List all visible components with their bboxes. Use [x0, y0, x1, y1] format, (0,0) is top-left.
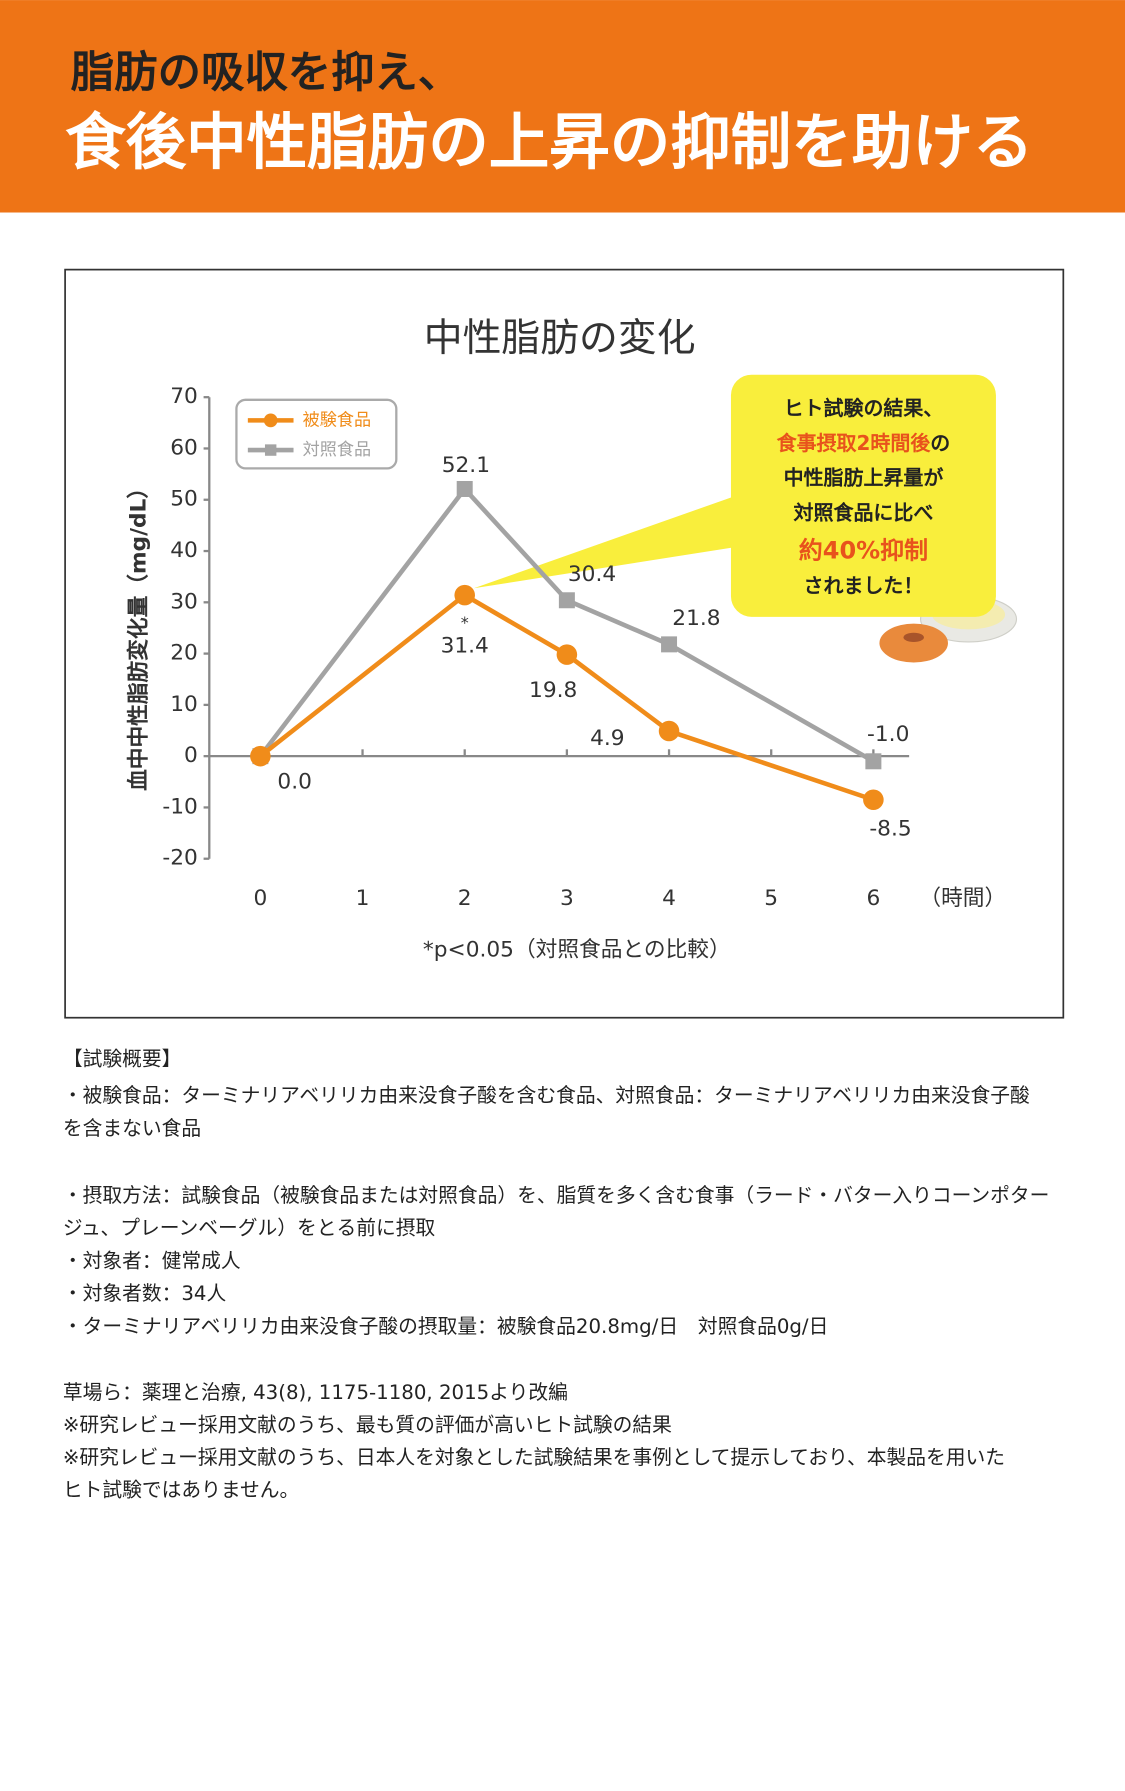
data-label: 31.4 — [441, 634, 489, 659]
callout-text: されました！ — [804, 573, 924, 597]
reference-line: ※研究レビュー採用文献のうち、最も質の評価が高いヒト試験の結果 — [63, 1414, 672, 1437]
point-marker — [865, 753, 882, 770]
y-tick-label: 20 — [170, 641, 198, 666]
point-marker — [658, 720, 680, 742]
callout-line: 対照食品に比べ — [793, 500, 934, 524]
point-marker — [556, 644, 578, 665]
callout-line: 食事摂取2時間後の — [777, 430, 951, 454]
reference-line: 草場ら：薬理と治療, 43(8), 1175-1180, 2015より改編 — [63, 1381, 568, 1404]
food-illustration — [879, 595, 1018, 663]
y-axis-label: 血中中性脂肪変化量（mg/dL） — [125, 477, 151, 791]
callout-line: ヒト試験の結果、 — [784, 395, 944, 419]
legend-marker — [263, 413, 278, 428]
summary-line: ・被験食品：ターミナリアベリリカ由来没食子酸を含む食品、対照食品：ターミナリアベ… — [63, 1084, 1030, 1107]
legend-marker — [264, 444, 277, 456]
data-label: 0.0 — [277, 769, 312, 794]
summary-line: ・ターミナリアベリリカ由来没食子酸の摂取量：被験食品20.8mg/日 対照食品0… — [63, 1315, 829, 1338]
summary-heading: 【試験概要】 — [63, 1047, 182, 1070]
y-tick-label: -20 — [162, 846, 197, 871]
reference-line: ヒト試験ではありません。 — [63, 1479, 299, 1502]
y-tick-label: 50 — [170, 487, 198, 512]
data-label: 19.8 — [529, 678, 577, 703]
summary-line: ・対象者：健常成人 — [63, 1249, 241, 1272]
data-label: 21.8 — [672, 606, 720, 631]
y-tick-label: 40 — [170, 538, 198, 563]
callout-box — [730, 374, 996, 617]
callout-line: されました！ — [804, 573, 924, 597]
callout-text: ヒト試験の結果、 — [784, 395, 944, 419]
callout-text: 約40%抑制 — [799, 537, 928, 565]
data-label: 30.4 — [568, 562, 616, 587]
summary-line: ・対象者数：34人 — [63, 1282, 227, 1305]
callout-line: 約40%抑制 — [799, 537, 928, 565]
data-label: -1.0 — [867, 722, 909, 747]
significance-marker: * — [461, 613, 469, 632]
summary-line: ジュ、プレーンベーグル）をとる前に摂取 — [63, 1217, 436, 1240]
callout-line: 中性脂肪上昇量が — [784, 465, 944, 489]
x-tick-label: 1 — [356, 886, 370, 911]
data-label: -8.5 — [869, 816, 911, 841]
y-tick-label: 60 — [170, 435, 198, 460]
point-marker — [250, 745, 271, 767]
footnote: *p<0.05（対照食品との比較） — [423, 937, 731, 962]
callout-text: 中性脂肪上昇量が — [784, 465, 944, 489]
summary-line: ・摂取方法：試験食品（被験食品または対照食品）を、脂質を多く含む食事（ラード・バ… — [63, 1184, 1050, 1207]
data-label: 4.9 — [590, 726, 625, 751]
x-tick-label: 3 — [560, 886, 574, 911]
callout: ヒト試験の結果、食事摂取2時間後の中性脂肪上昇量が対照食品に比べ約40%抑制され… — [473, 374, 996, 617]
point-marker — [454, 584, 475, 606]
point-marker — [456, 480, 473, 497]
x-tick-label: 5 — [764, 886, 778, 911]
y-tick-label: 30 — [170, 589, 198, 614]
point-marker — [661, 636, 678, 653]
chart-title: 中性脂肪の変化 — [424, 316, 696, 361]
x-tick-label: 4 — [662, 886, 676, 911]
y-tick-label: 70 — [170, 384, 198, 409]
header-line2: 食後中性脂肪の上昇の抑制を助ける — [65, 108, 1033, 178]
x-axis-label: （時間） — [919, 886, 1006, 911]
x-tick-label: 0 — [253, 886, 267, 911]
y-tick-label: -10 — [162, 794, 197, 819]
header-band — [0, 0, 1125, 213]
x-tick-label: 2 — [458, 886, 472, 911]
header-line1: 脂肪の吸収を抑え、 — [71, 48, 462, 98]
callout-text: の — [930, 430, 950, 454]
reference-line: ※研究レビュー採用文献のうち、日本人を対象とした試験結果を事例として提示しており… — [63, 1446, 1005, 1469]
legend-label: 対照食品 — [303, 440, 372, 460]
data-label: 52.1 — [442, 453, 490, 478]
bagel — [879, 623, 948, 663]
bagel-hole — [903, 632, 924, 642]
point-marker — [863, 789, 884, 811]
legend-label: 被験食品 — [303, 410, 372, 430]
summary-line: を含まない食品 — [63, 1117, 201, 1140]
point-marker — [558, 592, 575, 609]
callout-text: 対照食品に比べ — [793, 500, 934, 524]
callout-text: 食事摂取2時間後 — [777, 430, 932, 454]
x-tick-label: 6 — [866, 886, 880, 911]
y-tick-label: 0 — [184, 743, 198, 768]
y-tick-label: 10 — [170, 692, 198, 717]
